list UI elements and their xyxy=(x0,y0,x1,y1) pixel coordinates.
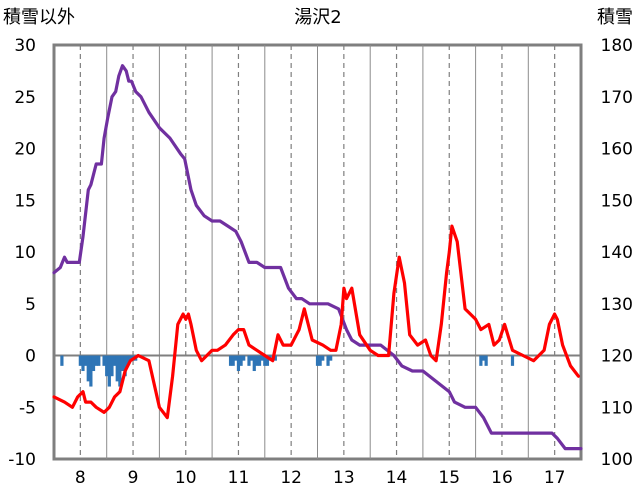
left-axis-title: 積雪以外 xyxy=(3,7,75,28)
x-tick-label: 11 xyxy=(228,468,250,488)
y-left-tick-label: 0 xyxy=(25,347,36,367)
precip-bar xyxy=(260,355,264,361)
precip-bar xyxy=(242,355,246,361)
y-right-tick-label: 110 xyxy=(601,398,633,418)
precip-bar xyxy=(252,355,256,372)
x-tick-label: 8 xyxy=(75,468,86,488)
precip-bar xyxy=(107,355,111,387)
x-tick-label: 17 xyxy=(544,468,566,488)
precip-bar xyxy=(255,355,259,366)
x-tick-label: 10 xyxy=(175,468,197,488)
snow-depth-line xyxy=(52,64,583,451)
y-left-tick-label: 30 xyxy=(14,36,36,56)
precip-bar xyxy=(250,355,254,361)
precip-bar xyxy=(236,355,241,372)
precip-bar xyxy=(484,355,488,366)
precip-bar xyxy=(110,355,114,377)
y-left-tick-label: 15 xyxy=(14,191,36,211)
precip-bar xyxy=(126,355,130,366)
precip-bar xyxy=(102,355,106,366)
y-right-tick-label: 120 xyxy=(601,347,633,367)
y-right-tick-label: 100 xyxy=(601,450,633,470)
precip-bar xyxy=(510,355,515,366)
x-tick-label: 15 xyxy=(438,468,460,488)
precip-bar xyxy=(263,355,267,366)
precip-bar xyxy=(234,355,238,361)
precip-bar xyxy=(479,355,483,366)
precip-bar xyxy=(329,355,333,361)
precip-bar xyxy=(228,355,233,366)
y-left-tick-label: 20 xyxy=(14,140,36,160)
x-tick-label: 9 xyxy=(128,468,139,488)
precip-bar xyxy=(273,355,277,361)
chart-title: 湯沢2 xyxy=(294,7,341,28)
temperature-line xyxy=(52,224,581,420)
x-tick-label: 16 xyxy=(491,468,513,488)
y-right-tick-label: 160 xyxy=(601,140,633,160)
right-axis-title: 積雪 xyxy=(597,7,633,28)
precip-bar xyxy=(257,355,262,366)
precip-bar xyxy=(120,355,125,372)
precip-bar xyxy=(231,355,235,366)
precip-bar xyxy=(123,355,127,377)
precip-bar xyxy=(318,355,322,366)
precip-bar xyxy=(86,355,90,382)
y-left-tick-label: 5 xyxy=(25,295,36,315)
precip-bar xyxy=(265,355,270,366)
precip-bar xyxy=(321,355,325,361)
y-left-tick-label: 10 xyxy=(14,243,36,263)
x-tick-label: 12 xyxy=(280,468,302,488)
y-right-tick-label: 150 xyxy=(601,191,633,211)
precip-bar xyxy=(97,355,101,366)
precip-bar xyxy=(84,355,88,366)
precip-bar xyxy=(81,355,85,372)
precip-bar xyxy=(115,355,119,382)
y-left-tick-label: 25 xyxy=(14,88,36,108)
y-right-tick-label: 180 xyxy=(601,36,633,56)
x-tick-label: 13 xyxy=(333,468,355,488)
precip-bar xyxy=(89,355,93,387)
precip-bar xyxy=(105,355,109,377)
precip-bar xyxy=(94,355,98,366)
precip-bar xyxy=(60,355,64,366)
y-right-tick-label: 130 xyxy=(601,295,633,315)
x-tick-label: 14 xyxy=(386,468,408,488)
precip-bar xyxy=(128,355,133,361)
precip-bar xyxy=(481,355,486,361)
y-left-tick-label: -10 xyxy=(8,450,36,470)
precip-bar xyxy=(239,355,243,366)
precip-bar xyxy=(315,355,320,366)
precip-bar xyxy=(78,355,82,366)
y-right-tick-label: 140 xyxy=(601,243,633,263)
y-right-tick-label: 170 xyxy=(601,88,633,108)
precip-bar xyxy=(326,355,330,366)
precip-bar xyxy=(247,355,251,366)
precip-bar xyxy=(113,355,117,366)
y-left-tick-label: -5 xyxy=(19,398,36,418)
precip-bar xyxy=(118,355,122,387)
precip-bar xyxy=(91,355,96,372)
